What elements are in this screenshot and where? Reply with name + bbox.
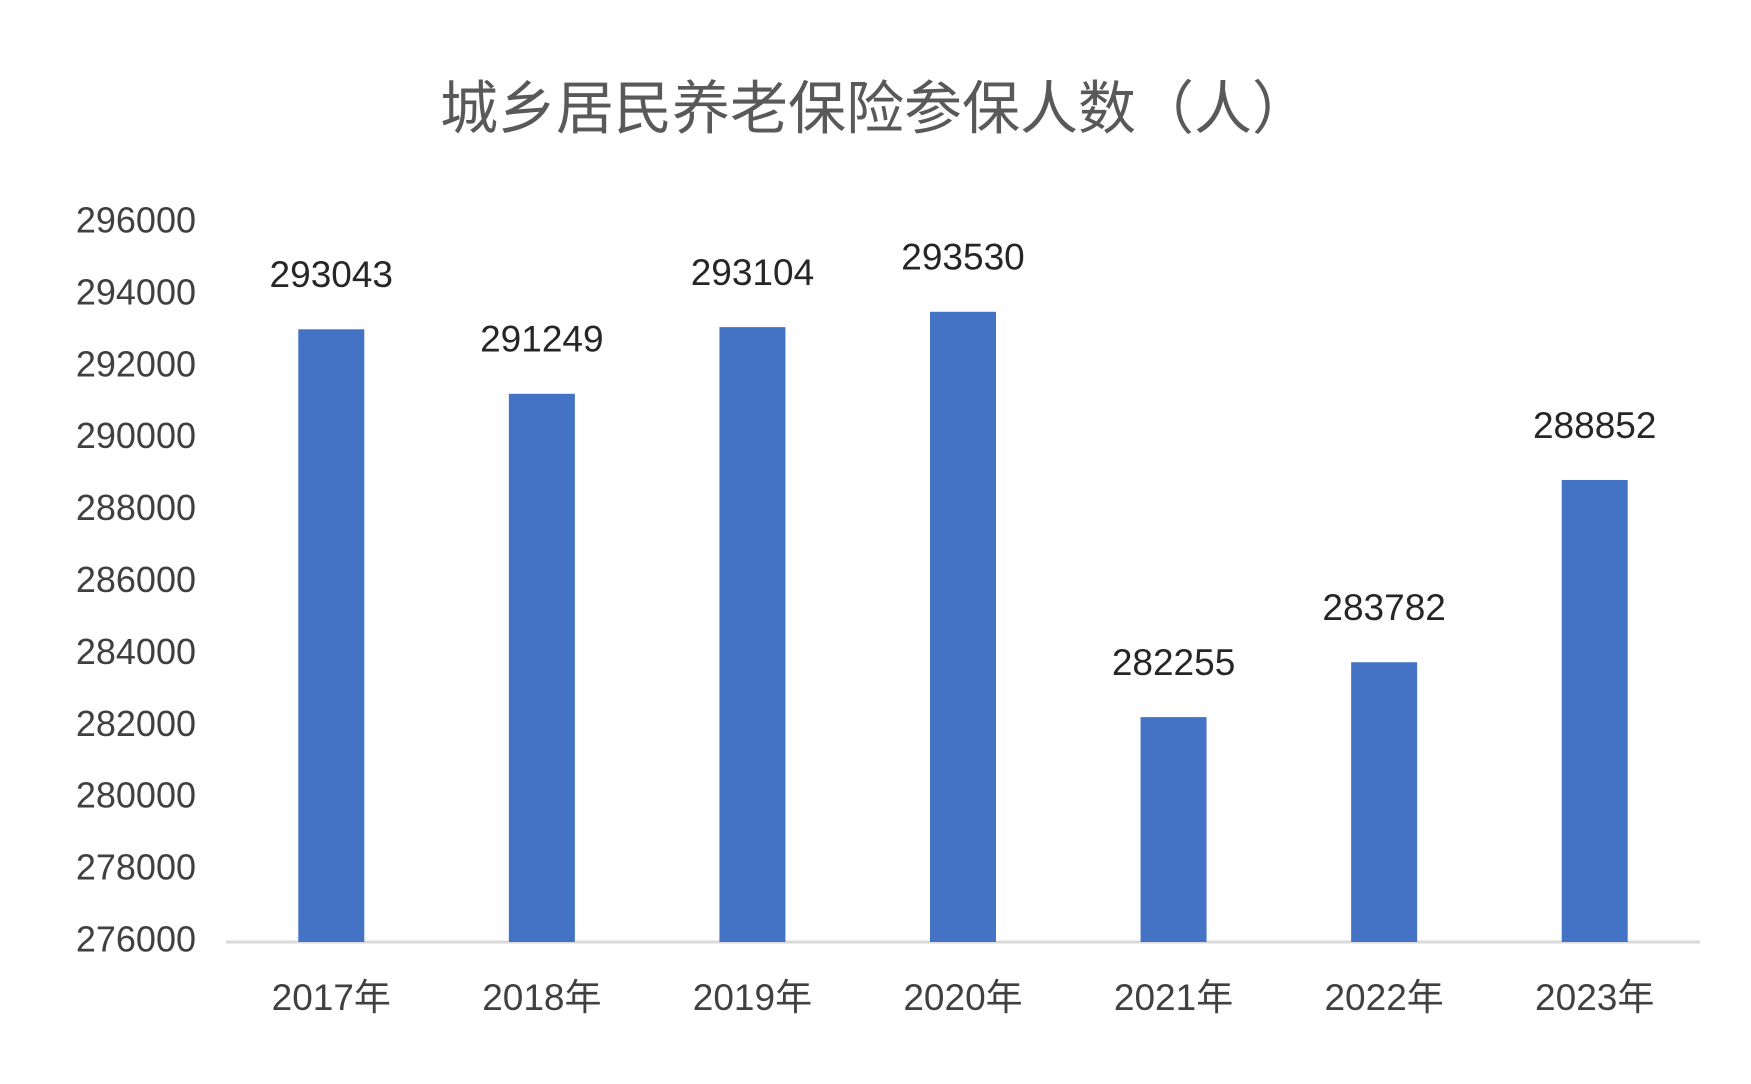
y-tick-label: 282000 (76, 703, 196, 744)
bar (1351, 662, 1418, 942)
bar (1561, 479, 1628, 942)
bar (719, 327, 786, 942)
bar (1140, 717, 1207, 942)
value-label: 283782 (1322, 587, 1445, 628)
value-label: 293043 (270, 254, 393, 295)
y-tick-label: 284000 (76, 631, 196, 672)
value-label: 293530 (901, 237, 1024, 278)
value-label: 293104 (691, 252, 814, 293)
x-tick-label: 2022年 (1324, 977, 1443, 1018)
y-tick-label: 294000 (76, 271, 196, 312)
bar (508, 393, 575, 942)
x-tick-label: 2023年 (1535, 977, 1654, 1018)
y-tick-label: 290000 (76, 415, 196, 456)
y-tick-label: 292000 (76, 343, 196, 384)
value-label: 282255 (1112, 642, 1235, 683)
y-tick-label: 286000 (76, 559, 196, 600)
bar (298, 329, 365, 942)
value-label: 291249 (480, 319, 603, 360)
y-tick-label: 288000 (76, 487, 196, 528)
y-tick-label: 280000 (76, 775, 196, 816)
x-tick-label: 2018年 (482, 977, 601, 1018)
x-tick-label: 2020年 (903, 977, 1022, 1018)
value-label: 288852 (1533, 405, 1656, 446)
bar (930, 311, 996, 942)
y-tick-label: 276000 (76, 919, 196, 960)
x-tick-label: 2021年 (1114, 977, 1233, 1018)
chart-title: 城乡居民养老保险参保人数（人） (440, 76, 1310, 141)
x-tick-label: 2019年 (693, 977, 812, 1018)
y-tick-label: 296000 (76, 200, 196, 241)
y-tick-label: 278000 (76, 847, 196, 888)
x-tick-label: 2017年 (272, 977, 391, 1018)
